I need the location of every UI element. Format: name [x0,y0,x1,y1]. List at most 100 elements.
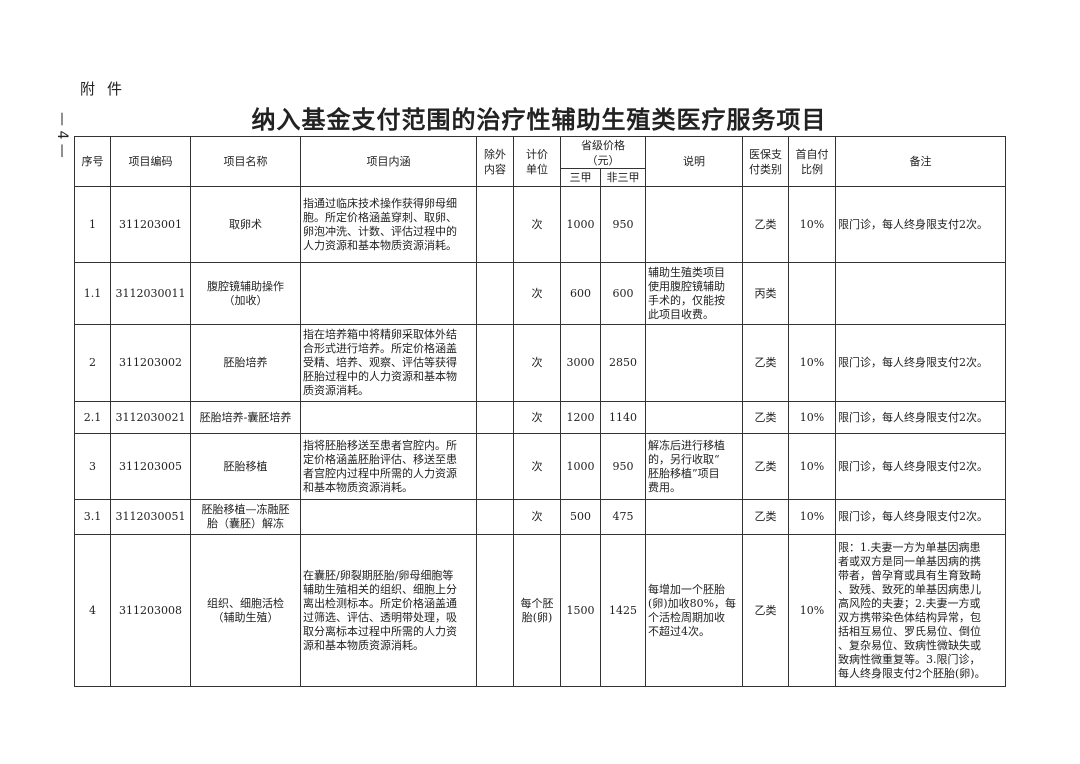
header-code: 项目编码 [110,136,191,187]
cell-remark: 限门诊，每人终身限支付2次。 [835,433,1006,500]
cell-code: 311203005 [110,433,191,500]
cell-excluded [476,262,514,325]
cell-content: 指在培养箱中将精卵采取体外结 合形式进行培养。所定价格涵盖 受精、培养、观察、评… [300,324,477,402]
cell-seq: 2 [74,324,111,402]
table-row: 1 311203001 取卵术 指通过临床技术操作获得卵母细 胞。所定价格涵盖穿刺、取… [74,186,1006,263]
cell-content: 指将胚胎移送至患者宫腔内。所 定价格涵盖胚胎评估、移送至患 者宫腔内过程中所需的… [300,433,477,500]
table-row: 1.1 3112030011 腹腔镜辅助操作 （加收）次 600 600 辅助生殖类项目 … [74,262,1006,325]
cell-category: 乙类 [742,324,789,402]
cell-remark: 限门诊，每人终身限支付2次。 [835,499,1006,535]
cell-name: 胚胎移植—冻融胚 胎（囊胚）解冻 [190,499,301,535]
table-row: 4 311203008 组织、细胞活检 （辅助生殖） 在囊胚/卵裂期胚胎/卵母细胞等 … [74,534,1006,687]
cell-unit: 次 [513,262,561,325]
cell-content [300,499,477,535]
cell-ratio: 10% [788,499,836,535]
cell-content: 在囊胚/卵裂期胚胎/卵母细胞等 辅助生殖相关的组织、细胞上分 离出检测标本。所定… [300,534,477,687]
header-unit: 计价 单位 [513,136,561,187]
header-price-a: 三甲 [560,168,601,187]
cell-unit: 每个胚 胎(卵) [513,534,561,687]
cell-price-b: 1140 [600,401,646,434]
cell-excluded [476,499,514,535]
header-price-b: 非三甲 [600,168,646,187]
cell-excluded [476,433,514,500]
header-note: 说明 [645,136,743,187]
cell-ratio: 10% [788,534,836,687]
cell-name: 胚胎培养 [190,324,301,402]
cell-note: 辅助生殖类项目 使用腹腔镜辅助 手术的，仅能按 此项目收费。 [645,262,743,325]
cell-unit: 次 [513,186,561,263]
cell-unit: 次 [513,324,561,402]
cell-seq: 2.1 [74,401,111,434]
cell-remark [835,262,1006,325]
cell-seq: 3 [74,433,111,500]
cell-seq: 3.1 [74,499,111,535]
header-seq: 序号 [74,136,111,187]
cell-category: 丙类 [742,262,789,325]
cell-code: 3112030051 [110,499,191,535]
cell-category: 乙类 [742,186,789,263]
service-items-table: 序号 项目编码 项目名称 项目内涵 除外 内容 计价 单位 省级价格 （元） 说… [74,136,1006,687]
cell-remark: 限门诊，每人终身限支付2次。 [835,401,1006,434]
cell-name: 腹腔镜辅助操作 （加收） [190,262,301,325]
cell-note: 解冻后进行移植 的，另行收取“ 胚胎移植”项目 费用。 [645,433,743,500]
cell-ratio: 10% [788,433,836,500]
cell-note [645,499,743,535]
cell-ratio [788,262,836,325]
cell-unit: 次 [513,499,561,535]
cell-ratio: 10% [788,401,836,434]
cell-name: 胚胎移植 [190,433,301,500]
cell-remark: 限：1.夫妻一方为单基因病患 者或双方是同一单基因病的携 带者，曾孕育或具有生育… [835,534,1006,687]
cell-code: 3112030011 [110,262,191,325]
cell-unit: 次 [513,433,561,500]
table-row: 2.1 3112030021 胚胎培养-囊胚培养 次 1200 1140 乙类 10% 限门诊，… [74,401,1006,434]
cell-note [645,401,743,434]
cell-seq: 1 [74,186,111,263]
cell-content: 指通过临床技术操作获得卵母细 胞。所定价格涵盖穿刺、取卵、 卵泡冲洗、计数、评估… [300,186,477,263]
cell-price-a: 500 [560,499,601,535]
page-title: 纳入基金支付范围的治疗性辅助生殖类医疗服务项目 [251,105,827,134]
cell-seq: 1.1 [74,262,111,325]
cell-price-b: 1425 [600,534,646,687]
cell-ratio: 10% [788,324,836,402]
cell-price-a: 1200 [560,401,601,434]
cell-category: 乙类 [742,401,789,434]
cell-price-b: 600 [600,262,646,325]
header-price: 省级价格 （元） [560,136,646,169]
table-row: 3.1 3112030051 胚胎移植—冻融胚 胎（囊胚）解冻 次 500 475 乙类 10… [74,499,1006,535]
cell-unit: 次 [513,401,561,434]
cell-code: 311203001 [110,186,191,263]
cell-category: 乙类 [742,499,789,535]
table-row: 2 311203002 胚胎培养 指在培养箱中将精卵采取体外结 合形式进行培养。所定价… [74,324,1006,402]
cell-remark: 限门诊，每人终身限支付2次。 [835,186,1006,263]
cell-note: 每增加一个胚胎 (卵)加收80%，每 个活检周期加收 不超过4次。 [645,534,743,687]
cell-price-b: 950 [600,186,646,263]
cell-price-b: 475 [600,499,646,535]
cell-category: 乙类 [742,534,789,687]
cell-price-a: 1000 [560,433,601,500]
cell-price-a: 3000 [560,324,601,402]
table-row: 3 311203005 胚胎移植 指将胚胎移送至患者宫腔内。所 定价格涵盖胚胎评估、移… [74,433,1006,500]
cell-excluded [476,401,514,434]
header-content: 项目内涵 [300,136,477,187]
cell-content [300,262,477,325]
header-ratio: 首自付 比例 [788,136,836,187]
cell-code: 311203008 [110,534,191,687]
cell-remark: 限门诊，每人终身限支付2次。 [835,324,1006,402]
cell-price-b: 2850 [600,324,646,402]
cell-price-a: 600 [560,262,601,325]
cell-price-b: 950 [600,433,646,500]
cell-content [300,401,477,434]
cell-price-a: 1000 [560,186,601,263]
cell-excluded [476,324,514,402]
cell-price-a: 1500 [560,534,601,687]
cell-name: 胚胎培养-囊胚培养 [190,401,301,434]
cell-name: 组织、细胞活检 （辅助生殖） [190,534,301,687]
cell-ratio: 10% [788,186,836,263]
header-remark: 备注 [835,136,1006,187]
attachment-label: 附件 [80,80,135,98]
cell-name: 取卵术 [190,186,301,263]
header-name: 项目名称 [190,136,301,187]
cell-note [645,186,743,263]
header-excluded: 除外 内容 [476,136,514,187]
cell-excluded [476,534,514,687]
